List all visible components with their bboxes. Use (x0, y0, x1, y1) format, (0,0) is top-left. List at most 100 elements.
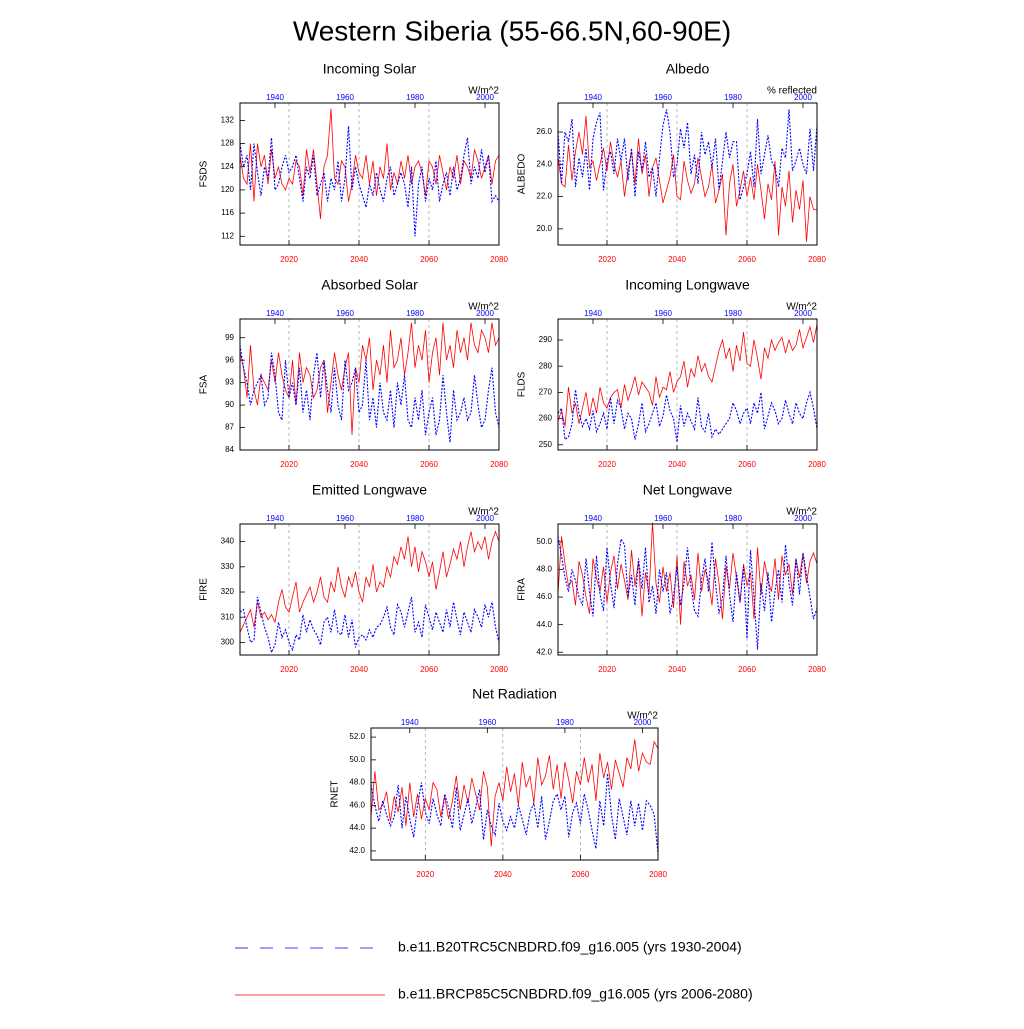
plot-frame (239, 102, 500, 246)
y-axis-label: FIRA (517, 578, 528, 601)
legend-label: b.e11.B20TRC5CNBDRD.f09_g16.005 (yrs 193… (398, 939, 742, 955)
x-tick-label: 2060 (738, 255, 756, 264)
x2-tick-label: 1960 (336, 93, 354, 102)
x-tick-label: 2080 (490, 665, 508, 674)
series-line (557, 536, 818, 650)
y-tick-label: 116 (221, 208, 234, 217)
series-line (239, 530, 500, 633)
series-line (239, 108, 500, 219)
x2-tick-label: 1940 (584, 514, 602, 523)
x-tick-label: 2060 (738, 460, 756, 469)
y-axis-label: FIRE (199, 578, 210, 601)
x-tick-label: 2080 (490, 255, 508, 264)
y-axis-label: RNET (330, 780, 341, 807)
y-tick-label: 320 (221, 587, 235, 596)
series-line (557, 324, 818, 427)
chart-title: Net Longwave (643, 482, 733, 498)
x-tick-label: 2060 (420, 460, 438, 469)
units-label: % reflected (767, 86, 817, 97)
x-tick-label: 2080 (649, 870, 667, 879)
y-tick-label: 24.0 (536, 159, 552, 168)
x-tick-label: 2020 (280, 460, 298, 469)
x2-tick-label: 1940 (266, 514, 284, 523)
units-label: W/m^2 (468, 507, 499, 518)
series-line (239, 126, 500, 237)
x2-tick-label: 1940 (584, 309, 602, 318)
x-tick-label: 2080 (808, 255, 826, 264)
x2-tick-label: 2000 (476, 514, 494, 523)
units-label: W/m^2 (786, 302, 817, 313)
series-line (557, 109, 818, 200)
y-tick-label: 128 (221, 139, 235, 148)
y-tick-label: 330 (221, 562, 235, 571)
plot-frame (557, 318, 818, 451)
x2-tick-label: 1960 (654, 514, 672, 523)
series-line (239, 596, 500, 655)
x2-tick-label: 1960 (478, 718, 496, 727)
y-tick-label: 120 (221, 185, 235, 194)
y-tick-label: 280 (539, 361, 553, 370)
x2-tick-label: 1940 (401, 718, 419, 727)
x2-tick-label: 1980 (724, 514, 742, 523)
y-tick-label: 93 (225, 378, 234, 387)
x2-tick-label: 1980 (406, 514, 424, 523)
x-tick-label: 2040 (350, 255, 368, 264)
plot-frame (370, 727, 659, 861)
y-tick-label: 46.0 (536, 592, 552, 601)
x2-tick-label: 2000 (476, 309, 494, 318)
x-tick-label: 2040 (494, 870, 512, 879)
y-tick-label: 112 (221, 231, 234, 240)
x-tick-label: 2020 (598, 255, 616, 264)
y-tick-label: 290 (539, 335, 553, 344)
x-tick-label: 2040 (350, 460, 368, 469)
y-tick-label: 90 (225, 400, 234, 409)
y-tick-label: 50.0 (536, 537, 552, 546)
y-tick-label: 124 (221, 162, 235, 171)
x-tick-label: 2060 (420, 665, 438, 674)
y-tick-label: 44.0 (349, 823, 365, 832)
x2-tick-label: 2000 (794, 309, 812, 318)
y-tick-label: 87 (225, 423, 234, 432)
x-tick-label: 2020 (280, 255, 298, 264)
series-line (557, 522, 818, 625)
x2-tick-label: 1940 (584, 93, 602, 102)
x2-tick-label: 1980 (724, 93, 742, 102)
units-label: W/m^2 (627, 711, 658, 722)
plot-frame (557, 102, 818, 246)
x-tick-label: 2080 (490, 460, 508, 469)
x2-tick-label: 2000 (476, 93, 494, 102)
series-line (239, 322, 500, 436)
y-tick-label: 310 (221, 612, 235, 621)
y-tick-label: 44.0 (536, 620, 552, 629)
chart-title: Incoming Solar (323, 61, 417, 77)
x-tick-label: 2020 (598, 460, 616, 469)
x2-tick-label: 2000 (634, 718, 652, 727)
x2-tick-label: 2000 (794, 514, 812, 523)
x2-tick-label: 1940 (266, 93, 284, 102)
x-tick-label: 2040 (350, 665, 368, 674)
x2-tick-label: 1960 (336, 309, 354, 318)
x-tick-label: 2080 (808, 665, 826, 674)
x-tick-label: 2020 (416, 870, 434, 879)
y-tick-label: 52.0 (349, 732, 365, 741)
y-axis-label: ALBEDO (517, 153, 528, 194)
chart-title: Net Radiation (472, 686, 557, 702)
y-tick-label: 84 (225, 445, 234, 454)
x-tick-label: 2040 (668, 460, 686, 469)
chart-title: Emitted Longwave (312, 482, 427, 498)
x-tick-label: 2060 (572, 870, 590, 879)
series-line (370, 739, 659, 847)
x2-tick-label: 1980 (406, 93, 424, 102)
x2-tick-label: 1960 (336, 514, 354, 523)
chart-title: Incoming Longwave (625, 277, 750, 293)
plot-frame (239, 318, 500, 451)
x-tick-label: 2020 (280, 665, 298, 674)
x2-tick-label: 1980 (724, 309, 742, 318)
x2-tick-label: 1960 (654, 309, 672, 318)
y-tick-label: 300 (221, 638, 235, 647)
y-tick-label: 42.0 (349, 846, 365, 855)
x2-tick-label: 1940 (266, 309, 284, 318)
chart-title: Absorbed Solar (321, 277, 418, 293)
chart-title: Albedo (666, 61, 710, 77)
